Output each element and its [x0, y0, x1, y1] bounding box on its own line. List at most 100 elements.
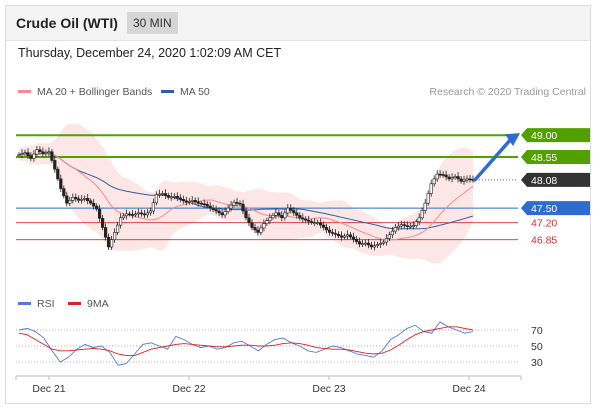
candle	[265, 217, 269, 226]
candle-body	[414, 221, 418, 226]
candle	[351, 232, 356, 243]
legend-swatch-ma20	[18, 90, 31, 93]
candle-body	[211, 207, 215, 210]
candle-body	[372, 245, 377, 248]
candle	[116, 221, 120, 235]
candle-body	[113, 232, 117, 240]
candle	[369, 241, 374, 250]
candle	[199, 200, 203, 206]
candle	[360, 239, 365, 247]
candle-body	[366, 242, 371, 246]
candle-body	[253, 227, 257, 231]
candle	[390, 227, 395, 239]
candle	[190, 196, 194, 205]
candle	[417, 213, 421, 226]
candle-body	[348, 234, 353, 238]
candle-body	[396, 225, 400, 228]
candle	[295, 208, 299, 219]
candle-body	[157, 193, 162, 196]
candle-body	[256, 229, 260, 233]
level-tag-47.50: 47.50	[521, 201, 590, 215]
candle	[133, 210, 138, 218]
price-chart: MA 20 + Bollinger Bands MA 50 Research ©…	[15, 86, 590, 395]
candle	[71, 193, 75, 204]
level-label-47.20: 47.20	[531, 218, 557, 230]
candle-body	[136, 212, 141, 215]
candle	[304, 216, 308, 223]
candle	[259, 224, 263, 236]
candle-body	[265, 220, 269, 224]
candle-body	[384, 238, 389, 243]
candle-body	[220, 212, 224, 216]
candle-body	[268, 217, 272, 222]
candle-body	[402, 224, 406, 226]
time-tick-label: Dec 21	[32, 383, 65, 395]
level-tag-shape	[521, 150, 590, 165]
time-tick-label: Dec 24	[452, 383, 485, 395]
candle-body	[387, 234, 392, 239]
candle	[119, 213, 123, 229]
candle-body	[274, 212, 278, 216]
candle-body	[468, 178, 472, 181]
candle-body	[29, 155, 33, 159]
level-label-46.85: 46.85	[531, 235, 557, 247]
candle	[89, 198, 93, 206]
candle-body	[357, 241, 362, 245]
candle-body	[259, 227, 263, 233]
candle-body	[319, 222, 323, 226]
candle-body	[250, 222, 254, 228]
candle-body	[59, 178, 63, 189]
rsi-line	[18, 321, 474, 366]
candle	[322, 221, 326, 231]
candle-body	[208, 205, 212, 209]
candle-body	[324, 227, 329, 231]
candle-body	[80, 199, 84, 201]
candle	[38, 146, 42, 155]
candle	[226, 204, 230, 214]
candle	[366, 239, 371, 249]
candle	[86, 194, 90, 205]
candle	[235, 197, 239, 207]
timeframe-badge[interactable]: 30 MIN	[127, 12, 178, 34]
candle-body	[438, 173, 442, 176]
candle-body	[280, 215, 284, 219]
candle-body	[199, 202, 203, 205]
candle-body	[342, 235, 347, 238]
candle	[23, 149, 27, 156]
candle	[68, 196, 72, 207]
candle-body	[292, 210, 296, 214]
candle-body	[86, 198, 90, 202]
candle	[459, 176, 463, 184]
candle	[301, 213, 305, 223]
rsi-tick-label: 50	[531, 341, 543, 353]
candle	[223, 207, 227, 219]
candle-body	[217, 210, 221, 214]
candle	[450, 173, 454, 183]
candle	[29, 152, 33, 162]
candle	[20, 149, 24, 159]
candle-body	[399, 224, 403, 227]
candle-body	[92, 202, 96, 207]
instrument-title: Crude Oil (WTI)	[16, 15, 118, 31]
candle-body	[316, 222, 320, 224]
chart-widget: Crude Oil (WTI) 30 MIN Thursday, Decembe…	[5, 5, 591, 404]
candle-body	[68, 200, 72, 204]
candle	[420, 207, 424, 220]
candle-body	[41, 151, 45, 154]
candle	[271, 212, 275, 220]
candle-body	[465, 178, 469, 181]
candle-body	[104, 227, 108, 238]
candle	[166, 192, 170, 200]
candle-body	[423, 202, 427, 211]
rsi-panel: 70 50 30	[16, 321, 543, 369]
level-labels: 49.00 48.55 48.08 47.50 47.20 46.85	[521, 128, 590, 247]
candle-body	[238, 202, 242, 205]
candle	[187, 197, 191, 205]
candle-body	[447, 176, 451, 180]
candle-body	[71, 197, 75, 201]
candle-body	[301, 217, 305, 220]
candle-body	[127, 213, 132, 216]
candle	[307, 215, 311, 225]
candle	[130, 210, 135, 219]
candle-body	[333, 233, 338, 235]
